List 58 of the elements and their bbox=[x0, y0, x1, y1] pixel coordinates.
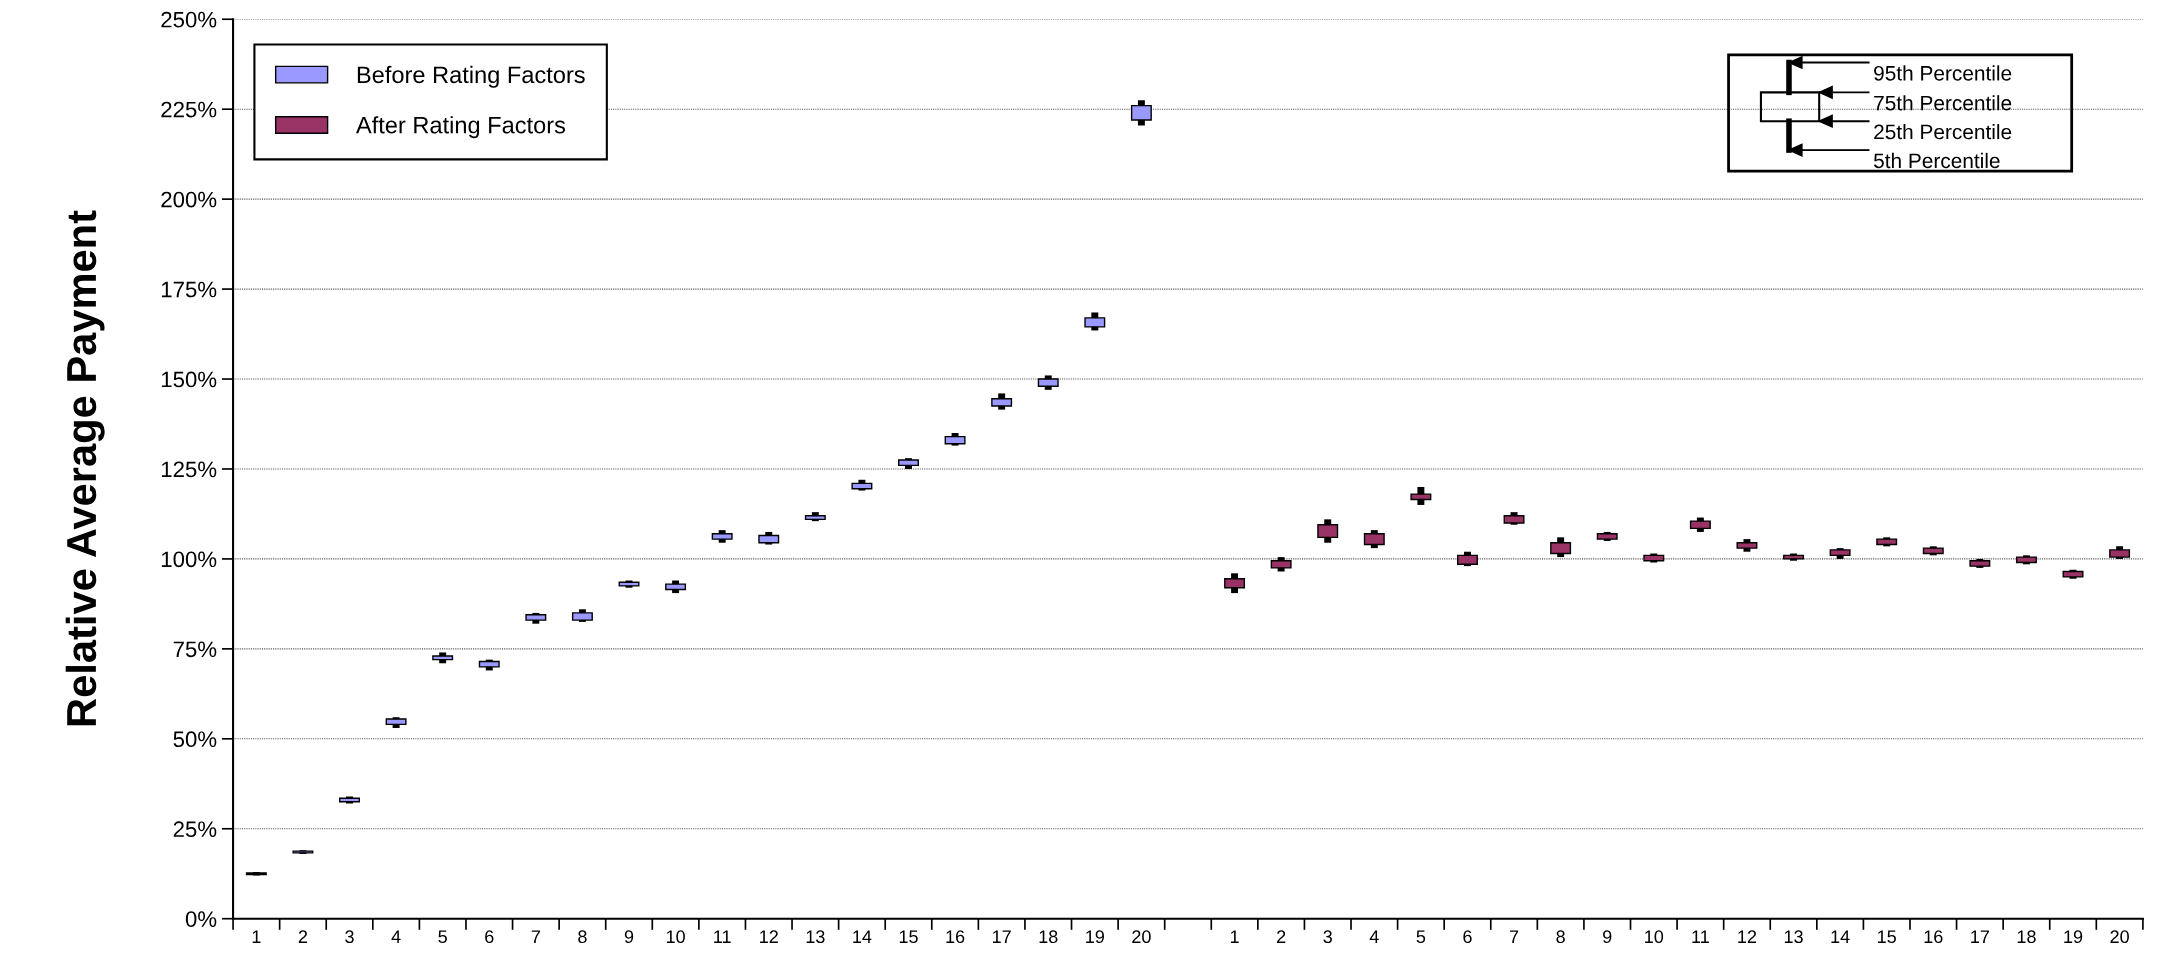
x-tick-label: 7 bbox=[531, 930, 540, 943]
x-tick-label: 10 bbox=[666, 930, 685, 944]
annotation: 75th Percentile bbox=[1874, 95, 2012, 111]
y-tick-label: 0% bbox=[185, 911, 217, 927]
annotation: 5th Percentile bbox=[1873, 152, 2000, 169]
x-tick-label: 8 bbox=[1556, 930, 1565, 944]
x-tick-label: 16 bbox=[946, 930, 965, 944]
y-tick-label: 250% bbox=[161, 11, 217, 28]
x-tick-label: 5 bbox=[1416, 930, 1426, 944]
annotation: 25th Percentile bbox=[1874, 124, 2012, 140]
y-tick-label: 75% bbox=[173, 641, 217, 658]
x-tick-label: 2 bbox=[1277, 930, 1286, 943]
x-tick-label: 19 bbox=[2064, 930, 2083, 944]
x-tick-label: 2 bbox=[298, 930, 308, 943]
x-tick-label: 17 bbox=[992, 930, 1011, 943]
x-tick-label: 13 bbox=[806, 930, 825, 944]
y-tick-label: 150% bbox=[161, 371, 217, 388]
x-tick-label: 7 bbox=[1509, 930, 1519, 943]
x-tick-label: 8 bbox=[578, 930, 587, 944]
x-tick-label: 18 bbox=[2017, 930, 2036, 944]
x-tick-label: 11 bbox=[1692, 930, 1709, 943]
x-tick-label: 1 bbox=[252, 930, 261, 943]
x-tick-label: 16 bbox=[1924, 930, 1943, 944]
x-tick-label: 4 bbox=[391, 930, 401, 943]
x-tick-label: 6 bbox=[1463, 930, 1472, 944]
x-tick-label: 14 bbox=[853, 930, 872, 943]
x-tick-label: 3 bbox=[345, 930, 354, 944]
y-tick-label: 125% bbox=[161, 461, 217, 478]
x-tick-label: 20 bbox=[2110, 930, 2129, 944]
x-tick-label: 9 bbox=[624, 930, 634, 944]
y-tick-label: 50% bbox=[173, 731, 217, 748]
x-tick-label: 6 bbox=[485, 930, 494, 944]
x-tick-label: 11 bbox=[714, 930, 731, 943]
x-tick-label: 19 bbox=[1086, 930, 1104, 944]
x-tick-label: 14 bbox=[1831, 930, 1850, 943]
x-tick-label: 15 bbox=[899, 930, 918, 944]
y-tick-label: 25% bbox=[173, 821, 217, 838]
x-tick-label: 4 bbox=[1369, 930, 1379, 943]
y-tick-label: 225% bbox=[161, 101, 217, 118]
x-tick-label: 20 bbox=[1132, 930, 1151, 944]
x-tick-label: 13 bbox=[1784, 930, 1803, 944]
y-tick-label: 175% bbox=[161, 281, 217, 298]
x-tick-label: 3 bbox=[1323, 930, 1332, 944]
annotation: 95th Percentile bbox=[1874, 65, 2012, 81]
x-tick-label: 15 bbox=[1878, 930, 1896, 944]
x-tick-label: 9 bbox=[1603, 930, 1612, 944]
x-tick-label: 18 bbox=[1039, 930, 1058, 944]
legend-label: Before Rating Factors bbox=[357, 65, 585, 88]
x-tick-label: 5 bbox=[438, 930, 447, 944]
x-tick-label: 10 bbox=[1645, 930, 1664, 944]
y-tick-label: 200% bbox=[161, 191, 217, 208]
x-tick-label: 17 bbox=[1971, 930, 1989, 943]
y-tick-label: 100% bbox=[161, 551, 217, 568]
x-tick-label: 12 bbox=[760, 930, 778, 943]
x-tick-label: 1 bbox=[1230, 930, 1239, 943]
y-axis-title: Relative Average Payment bbox=[65, 210, 105, 726]
x-tick-label: 12 bbox=[1738, 930, 1757, 943]
legend-label: After Rating Factors bbox=[355, 116, 566, 139]
